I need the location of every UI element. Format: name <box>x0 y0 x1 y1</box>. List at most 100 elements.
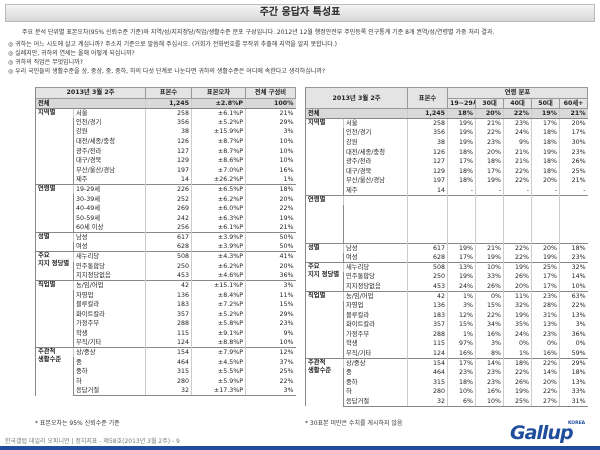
cell: 10% <box>245 338 296 348</box>
cell: 18% <box>447 377 476 388</box>
row-label: 50-59세 <box>73 213 146 224</box>
cell: ±26.2%P <box>191 175 246 185</box>
table-body: 전체 1,245 ±2.8%P 100% 지역별 서울 258 ±6.1%P 21% 인천/경기 3… <box>35 98 296 397</box>
group-label-line: 지역별 <box>38 108 56 116</box>
col-header: 표본수 <box>407 87 448 109</box>
cell: 183 <box>407 310 448 320</box>
data-row: 여성 628 ±3.9%P 50% <box>36 242 296 252</box>
row-label: 40-49세 <box>73 203 146 214</box>
header-row: 2013년 3월 2주 표본수 연령 분포 <box>305 87 589 109</box>
row-label: 중 <box>343 367 408 378</box>
cell: 18% <box>475 156 504 167</box>
row-label: 부산/울산/경남 <box>73 165 146 176</box>
cell: 357 <box>407 319 448 330</box>
cell: 197 <box>145 165 192 176</box>
cell: 23% <box>558 252 588 263</box>
group-label-line: 주관적 <box>38 348 56 356</box>
row-label: 남성 <box>343 242 408 253</box>
cell: 22% <box>475 310 504 320</box>
cell: 20% <box>531 377 560 388</box>
cell: 17% <box>447 357 476 368</box>
cell: 154 <box>407 357 448 368</box>
data-row: 중 464 ±4.5%P 37% <box>36 357 296 368</box>
cell: 250 <box>145 261 192 272</box>
data-row: 50-59세 242 ±6.3%P 19% <box>36 213 296 224</box>
blank-cell <box>475 224 504 234</box>
data-row <box>306 233 588 244</box>
cell: 37% <box>245 357 296 368</box>
row-label: 상/중상 <box>73 347 146 358</box>
cell: 16% <box>475 329 504 340</box>
cell: 288 <box>145 319 192 329</box>
row-label: 제주 <box>73 175 146 185</box>
cell: 14% <box>558 272 588 282</box>
data-row: 중하 315 ±5.5%P 25% <box>36 367 296 377</box>
data-row: 제주 14 ±26.2%P 1% <box>36 175 296 185</box>
row-label: 중 <box>73 357 146 368</box>
group-label-line: 생활수준 <box>38 356 62 364</box>
cell: 20% <box>245 261 296 272</box>
period: 2013년 3월 2주 <box>35 87 146 99</box>
blank-cell <box>407 204 448 215</box>
cell: 23% <box>531 290 560 301</box>
data-row: 지지정당없음 453 24% 26% 20% 17% 10% <box>306 281 588 292</box>
data-row: 지역별 서울 258 ±6.1%P 21% <box>35 107 296 185</box>
data-row: 무직/기타 124 ±8.8%P 10% <box>36 338 296 348</box>
cell: 242 <box>145 213 192 224</box>
cell: 32% <box>503 300 532 311</box>
blank-cell <box>558 224 588 234</box>
cell: 256 <box>145 223 192 233</box>
cell: ±8.7%P <box>191 136 246 147</box>
cell: 280 <box>407 387 448 397</box>
data-row: 지지정당없음 453 ±4.6%P 36% <box>36 271 296 281</box>
data-row: 무직/기타 124 16% 8% 1% 16% 59% <box>306 348 588 359</box>
cell: 0% <box>558 339 588 349</box>
table-head: 2013년 3월 2주 표본수 표본오차 전체 구성비 <box>35 87 296 99</box>
blank-cell <box>447 194 476 205</box>
blank-cell <box>343 204 408 215</box>
cell: 41% <box>245 251 296 262</box>
row-label: 광주/전라 <box>73 146 146 156</box>
cell: ±6.2%P <box>191 261 246 272</box>
blank-cell <box>558 214 588 225</box>
col-header: 50대 <box>531 97 560 109</box>
cell: 16% <box>475 387 504 397</box>
row-label: 강원 <box>73 127 146 137</box>
row-label: 중하 <box>343 377 408 388</box>
cell: 15% <box>475 300 504 311</box>
cell: 17% <box>531 281 560 292</box>
cell: 23% <box>558 147 588 157</box>
cell: 6% <box>447 396 476 407</box>
cell: 18% <box>447 176 476 186</box>
data-row: 대구/경북 129 ±8.6%P 10% <box>36 155 296 166</box>
cell: 42 <box>407 290 448 301</box>
question: ◎ 우리 국민들의 생활수준을 상, 중상, 중, 중하, 하의 다섯 단계로 … <box>8 68 326 75</box>
cell: 23% <box>475 137 504 148</box>
data-row: 민주통합당 250 19% 33% 26% 17% 14% <box>306 272 588 282</box>
cell: 13% <box>447 261 476 272</box>
cell: 17% <box>558 128 588 138</box>
cell: 36% <box>245 271 296 281</box>
cell: - <box>475 185 504 196</box>
row-label: 새누리당 <box>73 251 146 262</box>
cell: 1% <box>447 290 476 301</box>
blank-cell <box>503 204 532 215</box>
row-label: 가정주부 <box>73 319 146 329</box>
cell: 18% <box>531 137 560 148</box>
data-row <box>306 224 588 234</box>
cell: 18% <box>447 147 476 157</box>
cell: 21% <box>475 242 504 253</box>
cell: 18% <box>531 156 560 167</box>
cell: 10% <box>245 155 296 166</box>
cell: 19% <box>531 252 560 263</box>
cell: 22% <box>531 357 560 368</box>
period: 2013년 3월 2주 <box>305 87 408 109</box>
group-label: 성별 <box>35 232 74 252</box>
cell: 34% <box>475 319 504 330</box>
cell: 21% <box>245 223 296 233</box>
cell: 25% <box>503 396 532 407</box>
group-label-line: 성별 <box>308 243 320 251</box>
row-label: 대구/경북 <box>343 166 408 177</box>
cell: 33% <box>475 272 504 282</box>
